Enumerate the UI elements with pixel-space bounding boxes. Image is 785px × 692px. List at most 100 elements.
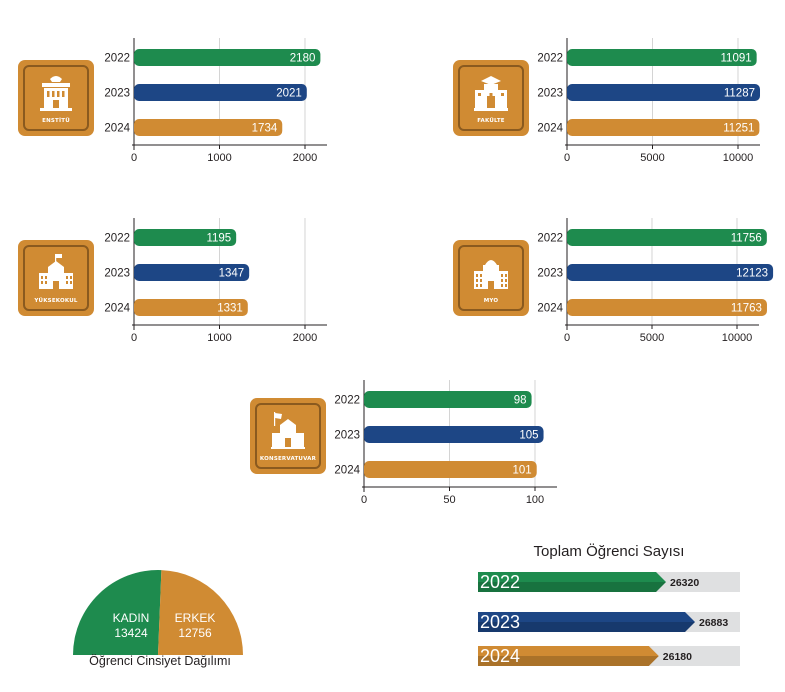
total-year-label: 2023 xyxy=(480,612,520,632)
bar-2024 xyxy=(567,299,767,316)
total-bar-shade xyxy=(478,582,666,592)
unit-icon-frame: YÜKSEKOKUL xyxy=(23,245,89,311)
unit-icon-tile: KONSERVATUVAR xyxy=(250,398,326,474)
total-students-chart: 2022 26320 2023 26883 2024 26180 xyxy=(478,572,740,666)
unit-icon-frame: FAKÜLTE xyxy=(458,65,524,131)
unit-icon-tile: ENSTİTÜ xyxy=(18,60,94,136)
bar-2023 xyxy=(364,426,544,443)
year-label: 2023 xyxy=(537,268,563,280)
bar-chart-plot: 0 1000 2000 2180 2022 2021 2023 1734 2024 xyxy=(104,38,327,164)
unit-label: YÜKSEKOKUL xyxy=(34,298,78,304)
year-label: 2023 xyxy=(334,430,360,442)
total-bar-shade xyxy=(478,622,695,632)
x-tick-label: 1000 xyxy=(207,332,231,344)
x-tick-label: 5000 xyxy=(640,332,664,344)
bar-2022 xyxy=(567,229,767,246)
bar-value-label: 1347 xyxy=(219,268,245,280)
bar-value-label: 105 xyxy=(519,430,538,442)
unit-icon-tile: MYO xyxy=(453,240,529,316)
unit-icon-tile: FAKÜLTE xyxy=(453,60,529,136)
bar-2024 xyxy=(134,119,283,136)
bar-2024 xyxy=(364,461,537,478)
x-tick-label: 2000 xyxy=(293,152,317,164)
female-value: 13424 xyxy=(114,626,148,640)
x-tick-label: 50 xyxy=(443,494,455,506)
total-value-label: 26180 xyxy=(663,651,692,663)
bar-value-label: 2180 xyxy=(290,53,316,65)
male-label: ERKEK 12756 xyxy=(160,611,230,641)
bar-chart-plot: 0 1000 2000 1195 2022 1347 2023 1331 2024 xyxy=(104,218,327,344)
gender-slice-male xyxy=(158,570,243,655)
bar-chart-plot: 0 50 100 98 2022 105 2023 101 2024 xyxy=(334,380,557,506)
x-tick-label: 10000 xyxy=(722,332,753,344)
bar-value-label: 1195 xyxy=(206,233,231,245)
total-bar-2024 xyxy=(478,646,659,666)
bar-value-label: 12123 xyxy=(736,268,768,280)
bar-value-label: 1331 xyxy=(217,303,243,315)
bar-value-label: 2021 xyxy=(276,88,302,100)
bar-2023 xyxy=(567,84,761,101)
conservatory-building-icon xyxy=(271,412,305,449)
total-students-title: Toplam Öğrenci Sayısı xyxy=(533,543,685,560)
unit-icon-tile: YÜKSEKOKUL xyxy=(18,240,94,316)
total-bar-shade xyxy=(478,656,659,666)
x-tick-label: 0 xyxy=(131,332,137,344)
bar-2022 xyxy=(134,49,321,66)
x-tick-label: 0 xyxy=(564,152,570,164)
x-tick-label: 1000 xyxy=(207,152,231,164)
year-label: 2022 xyxy=(104,233,130,245)
school-building-icon xyxy=(39,254,73,289)
bar-chart-plot: 0 5000 10000 11756 2022 12123 2023 11763 2024 xyxy=(537,218,774,344)
year-label: 2023 xyxy=(104,88,130,100)
x-tick-label: 0 xyxy=(361,494,367,506)
bar-2024 xyxy=(134,299,248,316)
year-label: 2022 xyxy=(537,233,563,245)
institute-building-icon xyxy=(40,76,72,111)
total-bar-2022 xyxy=(478,572,666,592)
vocational-school-icon xyxy=(474,260,508,289)
bar-2023 xyxy=(134,84,307,101)
unit-icon-frame: KONSERVATUVAR xyxy=(255,403,321,469)
x-tick-label: 2000 xyxy=(293,332,317,344)
year-label: 2022 xyxy=(104,53,130,65)
gender-slice-female xyxy=(73,570,162,655)
year-label: 2024 xyxy=(104,123,130,135)
year-label: 2024 xyxy=(334,465,360,477)
bar-value-label: 11763 xyxy=(731,303,762,315)
x-tick-label: 0 xyxy=(131,152,137,164)
total-year-label: 2022 xyxy=(480,572,520,592)
x-tick-label: 0 xyxy=(564,332,570,344)
x-tick-label: 10000 xyxy=(723,152,754,164)
year-label: 2023 xyxy=(537,88,563,100)
faculty-building-icon xyxy=(474,76,508,111)
bar-2023 xyxy=(567,264,774,281)
year-label: 2024 xyxy=(104,303,130,315)
x-tick-label: 5000 xyxy=(640,152,664,164)
unit-label: MYO xyxy=(483,298,499,304)
female-category: KADIN xyxy=(112,611,150,625)
bar-chart-plot: 0 5000 10000 11091 2022 11287 2023 11251 2024 xyxy=(537,38,761,164)
bar-value-label: 101 xyxy=(513,465,532,477)
total-bar-2023 xyxy=(478,612,695,632)
bar-2023 xyxy=(134,264,250,281)
year-label: 2024 xyxy=(537,123,563,135)
unit-icon-frame: MYO xyxy=(458,245,524,311)
total-value-label: 26320 xyxy=(670,577,699,589)
year-label: 2023 xyxy=(104,268,130,280)
unit-label: KONSERVATUVAR xyxy=(259,456,317,462)
year-label: 2022 xyxy=(537,53,563,65)
bar-value-label: 11251 xyxy=(723,123,754,135)
bar-value-label: 11091 xyxy=(721,53,752,65)
bar-value-label: 1734 xyxy=(252,123,278,135)
bar-value-label: 11287 xyxy=(724,88,755,100)
bar-2024 xyxy=(567,119,760,136)
unit-label: FAKÜLTE xyxy=(477,118,505,124)
gender-semicircle xyxy=(73,570,243,655)
total-value-label: 26883 xyxy=(699,617,728,629)
female-label: KADIN 13424 xyxy=(96,611,166,641)
male-category: ERKEK xyxy=(174,611,216,625)
unit-label: ENSTİTÜ xyxy=(42,118,70,124)
x-tick-label: 100 xyxy=(526,494,544,506)
total-year-label: 2024 xyxy=(480,646,520,666)
bar-2022 xyxy=(134,229,237,246)
